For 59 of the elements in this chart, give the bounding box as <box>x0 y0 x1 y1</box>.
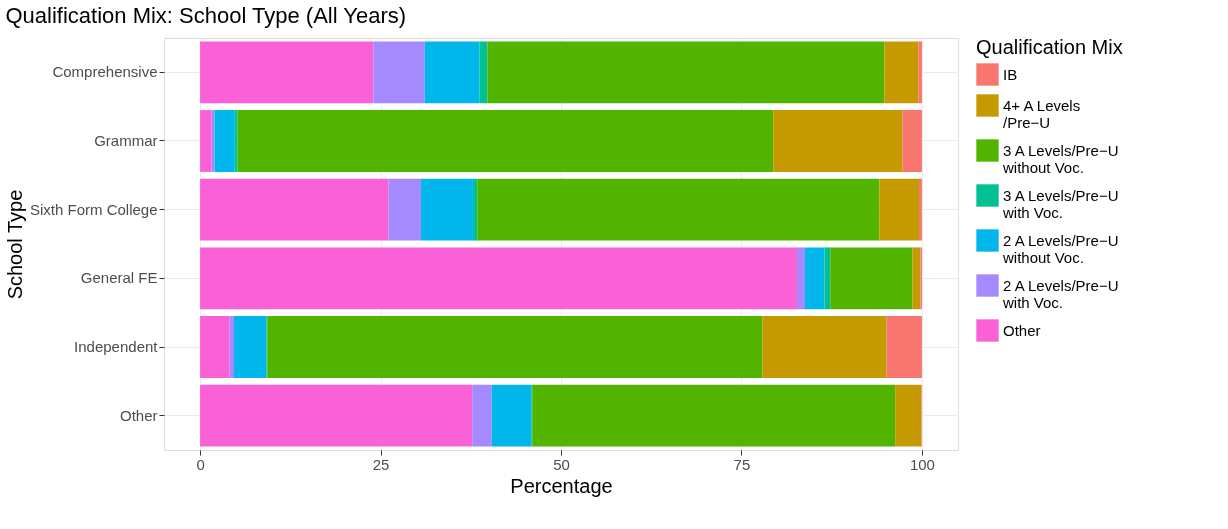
bar <box>487 41 885 104</box>
bar <box>200 384 473 447</box>
bar <box>886 316 922 378</box>
bar <box>229 316 235 378</box>
bar <box>773 110 903 172</box>
bar <box>895 384 922 447</box>
bar <box>420 178 473 241</box>
bar <box>200 41 374 104</box>
y-tick-label: Comprehensive <box>52 63 158 81</box>
legend-title: Qualification Mix <box>976 36 1123 58</box>
bar <box>237 110 774 172</box>
bar <box>479 41 488 104</box>
legend-label: IB <box>1003 65 1018 83</box>
bar <box>234 110 238 172</box>
y-tick-label: Sixth Form College <box>29 200 158 218</box>
bar <box>879 178 920 241</box>
legend-label: 3 A Levels/Pre−U with Voc. <box>1002 186 1119 221</box>
bar <box>472 384 492 447</box>
bar <box>804 247 825 310</box>
bar <box>267 316 763 378</box>
bar <box>830 247 913 310</box>
bar <box>797 247 805 310</box>
bar <box>532 384 896 447</box>
bar <box>918 41 922 104</box>
x-axis-title: Percentage <box>510 474 613 497</box>
bar <box>211 110 215 172</box>
x-tick-label: 50 <box>553 455 570 473</box>
bar <box>477 178 880 241</box>
bar <box>200 247 798 310</box>
bar <box>472 178 478 241</box>
bar <box>902 110 922 172</box>
bar <box>200 110 212 172</box>
legend-label: Other <box>1003 321 1041 339</box>
bar <box>200 178 389 241</box>
legend-label: 4+ A Levels /Pre−U <box>1003 96 1081 131</box>
bar <box>884 41 919 104</box>
x-tick-label: 25 <box>372 455 390 473</box>
chart-title: Qualification Mix: School Type (All Years) <box>5 3 407 28</box>
legend-label: 2 A Levels/Pre−U with Voc. <box>1002 276 1119 311</box>
legend-label: 3 A Levels/Pre−U without Voc. <box>1002 141 1119 176</box>
bar <box>424 41 480 104</box>
y-axis-title: School Type <box>3 189 26 300</box>
y-tick-label: General FE <box>80 269 158 287</box>
bar <box>824 247 831 310</box>
legend-label: 2 A Levels/Pre−U without Voc. <box>1002 231 1119 266</box>
bar <box>373 41 425 104</box>
y-tick-label: Grammar <box>94 132 158 149</box>
bar <box>762 316 887 378</box>
x-tick-label: 75 <box>733 455 751 473</box>
bar <box>919 178 922 241</box>
bar <box>491 384 532 447</box>
bar <box>200 316 230 378</box>
x-tick-label: 0 <box>196 455 205 473</box>
bar <box>234 316 267 378</box>
y-tick-label: Other <box>119 406 158 424</box>
x-tick-label: 100 <box>909 455 935 473</box>
bar <box>388 178 421 241</box>
y-tick-label: Independent <box>74 338 159 355</box>
bar <box>214 110 235 172</box>
